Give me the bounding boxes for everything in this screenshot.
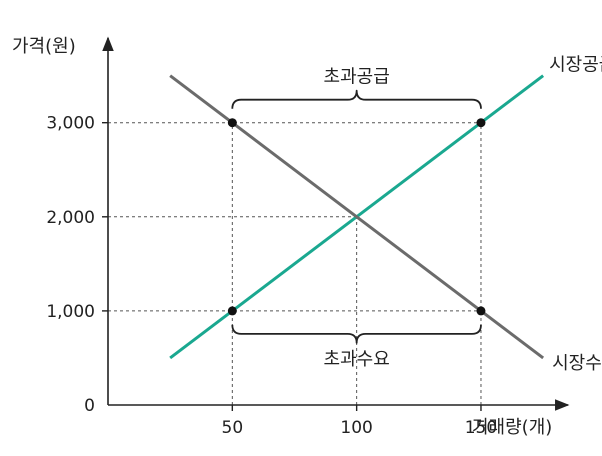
- point-group: [227, 118, 486, 316]
- y-tick-label-1000: 1,000: [46, 302, 95, 322]
- y-tick-label-3000: 3,000: [46, 114, 95, 134]
- y-tick-label-2000: 2,000: [46, 208, 95, 228]
- label-group: 가격(원) 거래량(개) 0 시장공급곡선 시장수요곡선 초과공급 초과수요: [12, 36, 602, 438]
- excess-supply-label: 초과공급: [324, 67, 390, 88]
- x-tick-label-150: 150: [465, 418, 497, 438]
- excess-supply-bracket: [231, 89, 482, 109]
- x-tick-label-100: 100: [340, 418, 372, 438]
- key-point-1: [227, 118, 237, 128]
- excess-demand-label: 초과수요: [324, 349, 390, 370]
- tick-group: 1,000 2,000 3,000 50 100 150: [46, 114, 497, 438]
- key-point-4: [476, 306, 486, 316]
- dashed-guides: [108, 122, 482, 405]
- demand-curve-label: 시장수요곡선: [552, 353, 602, 374]
- excess-demand-bracket: [231, 324, 482, 344]
- supply-curve-label: 시장공급곡선: [549, 55, 602, 76]
- x-tick-label-50: 50: [222, 418, 244, 438]
- series-group: [169, 74, 545, 360]
- bracket-group: [231, 89, 482, 344]
- y-axis-label: 가격(원): [12, 36, 76, 57]
- key-point-2: [476, 118, 486, 128]
- key-point-3: [227, 306, 237, 316]
- x-axis-label: 거래량(개): [472, 417, 552, 438]
- origin-label: 0: [84, 396, 95, 416]
- axes-group: [102, 36, 570, 411]
